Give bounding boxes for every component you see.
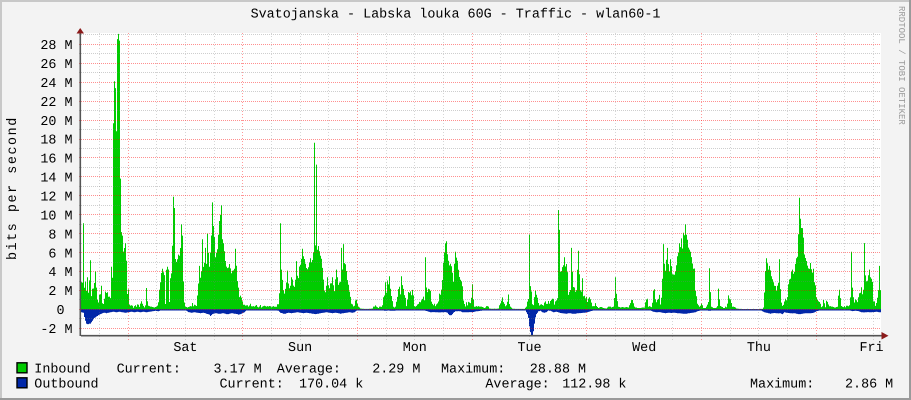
svg-text:Inbound: Inbound <box>34 363 90 378</box>
svg-text:Average:: Average: <box>277 363 341 378</box>
svg-text:2.29 M: 2.29 M <box>372 363 420 378</box>
svg-text:20 M: 20 M <box>40 115 72 130</box>
svg-text:112.98 k: 112.98 k <box>562 378 626 393</box>
svg-text:3.17 M: 3.17 M <box>214 363 262 378</box>
svg-text:4 M: 4 M <box>48 266 72 281</box>
svg-text:12 M: 12 M <box>40 191 72 206</box>
svg-text:RRDTOOL / TOBI OETIKER: RRDTOOL / TOBI OETIKER <box>896 6 906 125</box>
svg-text:Maximum:: Maximum: <box>441 363 505 378</box>
svg-text:Maximum:: Maximum: <box>750 378 814 393</box>
svg-text:Tue: Tue <box>517 341 541 356</box>
svg-text:Thu: Thu <box>747 341 771 356</box>
svg-text:6 M: 6 M <box>48 247 72 262</box>
svg-text:170.04 k: 170.04 k <box>299 378 363 393</box>
svg-text:14 M: 14 M <box>40 172 72 187</box>
svg-text:28.88 M: 28.88 M <box>530 363 586 378</box>
svg-text:Current:: Current: <box>117 363 181 378</box>
svg-text:0: 0 <box>56 304 64 319</box>
svg-text:28 M: 28 M <box>40 39 72 54</box>
svg-text:Wed: Wed <box>632 341 656 356</box>
svg-text:16 M: 16 M <box>40 153 72 168</box>
svg-text:10 M: 10 M <box>40 209 72 224</box>
svg-text:2.86 M: 2.86 M <box>845 378 893 393</box>
svg-text:bits per second: bits per second <box>6 116 21 260</box>
svg-text:26 M: 26 M <box>40 58 72 73</box>
svg-text:Fri: Fri <box>859 341 883 356</box>
svg-text:22 M: 22 M <box>40 96 72 111</box>
svg-text:-2 M: -2 M <box>40 323 72 338</box>
svg-text:8 M: 8 M <box>48 228 72 243</box>
svg-text:2 M: 2 M <box>48 285 72 300</box>
svg-text:Svatojanska - Labska louka 60G: Svatojanska - Labska louka 60G - Traffic… <box>251 8 661 23</box>
svg-text:Sat: Sat <box>173 341 197 356</box>
svg-text:Sun: Sun <box>288 341 312 356</box>
svg-text:Mon: Mon <box>403 341 427 356</box>
svg-text:18 M: 18 M <box>40 134 72 149</box>
svg-text:Outbound: Outbound <box>34 378 98 393</box>
svg-text:Current:: Current: <box>220 378 284 393</box>
svg-text:24 M: 24 M <box>40 77 72 92</box>
svg-text:Average:: Average: <box>485 378 549 393</box>
